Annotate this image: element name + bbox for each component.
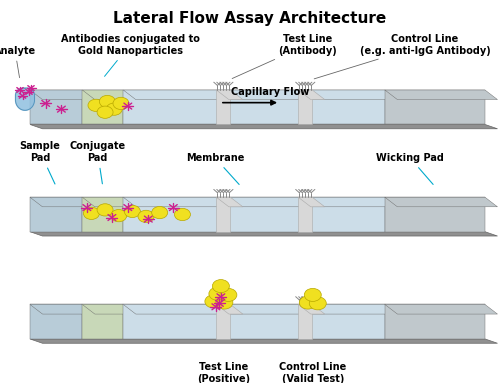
Polygon shape (298, 304, 312, 339)
Polygon shape (30, 304, 95, 314)
Polygon shape (16, 88, 34, 110)
Polygon shape (298, 304, 325, 314)
Polygon shape (82, 304, 124, 339)
Polygon shape (385, 90, 485, 124)
Circle shape (97, 204, 113, 216)
Circle shape (97, 106, 113, 118)
Polygon shape (30, 304, 82, 339)
Polygon shape (385, 90, 498, 100)
Polygon shape (298, 197, 325, 207)
Text: Test Line
(Antibody): Test Line (Antibody) (232, 34, 337, 79)
Polygon shape (216, 197, 243, 207)
Polygon shape (82, 197, 136, 207)
Text: Analyte: Analyte (0, 46, 36, 78)
Polygon shape (124, 197, 385, 232)
Polygon shape (216, 304, 230, 339)
Text: Sample
Pad: Sample Pad (20, 141, 60, 184)
Text: Capillary Flow: Capillary Flow (231, 87, 309, 97)
Polygon shape (30, 90, 95, 100)
Polygon shape (30, 90, 82, 124)
Circle shape (212, 280, 230, 293)
Polygon shape (385, 304, 498, 314)
Polygon shape (298, 90, 325, 100)
Circle shape (304, 288, 322, 301)
Circle shape (216, 296, 233, 309)
Circle shape (88, 99, 104, 111)
Text: Control Line
(e.g. anti-IgG Antibody): Control Line (e.g. anti-IgG Antibody) (314, 34, 490, 79)
Circle shape (84, 207, 100, 219)
Text: Wicking Pad: Wicking Pad (376, 153, 444, 185)
Text: Membrane: Membrane (186, 153, 244, 185)
Polygon shape (82, 90, 124, 124)
Polygon shape (82, 304, 136, 314)
Circle shape (138, 210, 154, 223)
Polygon shape (216, 90, 243, 100)
Polygon shape (30, 339, 498, 343)
Circle shape (100, 95, 116, 108)
Text: Test Line
(Positive): Test Line (Positive) (197, 362, 250, 383)
Polygon shape (124, 304, 398, 314)
Polygon shape (30, 232, 498, 236)
Polygon shape (82, 90, 136, 100)
Polygon shape (82, 197, 124, 232)
Circle shape (110, 210, 126, 222)
Circle shape (124, 205, 140, 218)
Polygon shape (124, 304, 385, 339)
Text: Conjugate
Pad: Conjugate Pad (70, 141, 126, 184)
Circle shape (310, 297, 326, 310)
Polygon shape (216, 90, 230, 124)
Circle shape (220, 288, 237, 301)
Circle shape (209, 287, 226, 300)
Polygon shape (124, 90, 385, 124)
Text: Lateral Flow Assay Architecture: Lateral Flow Assay Architecture (114, 11, 386, 26)
Polygon shape (385, 304, 485, 339)
Circle shape (106, 103, 122, 115)
Text: Antibodies conjugated to
Gold Nanoparticles: Antibodies conjugated to Gold Nanopartic… (60, 34, 200, 76)
Polygon shape (124, 90, 398, 100)
Polygon shape (30, 197, 95, 207)
Polygon shape (385, 197, 498, 207)
Polygon shape (216, 304, 243, 314)
Polygon shape (298, 90, 312, 124)
Polygon shape (124, 197, 398, 207)
Circle shape (300, 296, 316, 309)
Polygon shape (298, 197, 312, 232)
Polygon shape (216, 197, 230, 232)
Circle shape (113, 97, 129, 110)
Circle shape (174, 208, 190, 221)
Polygon shape (385, 197, 485, 232)
Text: Control Line
(Valid Test): Control Line (Valid Test) (279, 362, 346, 383)
Circle shape (152, 206, 168, 219)
Polygon shape (30, 197, 82, 232)
Circle shape (205, 295, 222, 308)
Polygon shape (30, 124, 498, 129)
